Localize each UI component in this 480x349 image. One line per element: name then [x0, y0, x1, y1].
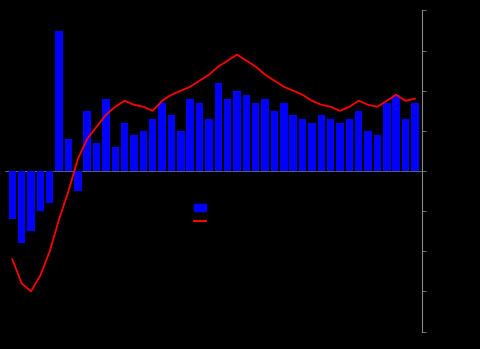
Bar — [205, 119, 213, 171]
Bar — [318, 115, 325, 171]
Bar — [9, 171, 16, 219]
Bar — [355, 111, 362, 171]
Bar — [327, 119, 335, 171]
Bar — [74, 171, 82, 191]
Bar — [186, 99, 194, 171]
Bar — [36, 171, 44, 211]
Bar — [158, 103, 166, 171]
Bar — [271, 111, 278, 171]
Bar — [18, 171, 25, 243]
Legend: , : , — [191, 199, 212, 230]
Bar — [177, 131, 185, 171]
Bar — [261, 99, 269, 171]
Bar — [289, 115, 297, 171]
Bar — [215, 83, 222, 171]
Bar — [196, 103, 204, 171]
Bar — [308, 123, 316, 171]
Bar — [393, 95, 400, 171]
Bar — [130, 135, 138, 171]
Bar — [346, 119, 353, 171]
Bar — [224, 99, 231, 171]
Bar — [364, 131, 372, 171]
Bar — [374, 135, 381, 171]
Bar — [149, 119, 156, 171]
Bar — [299, 119, 306, 171]
Bar — [336, 123, 344, 171]
Bar — [140, 131, 147, 171]
Bar — [65, 139, 72, 171]
Bar — [252, 103, 260, 171]
Bar — [102, 99, 109, 171]
Bar — [402, 119, 409, 171]
Bar — [242, 95, 250, 171]
Bar — [46, 171, 53, 203]
Bar — [84, 111, 91, 171]
Bar — [121, 123, 128, 171]
Bar — [233, 91, 241, 171]
Bar — [280, 103, 288, 171]
Bar — [168, 115, 175, 171]
Bar — [27, 171, 35, 231]
Bar — [93, 143, 100, 171]
Bar — [411, 103, 419, 171]
Bar — [111, 147, 119, 171]
Bar — [55, 31, 63, 171]
Bar — [383, 103, 391, 171]
